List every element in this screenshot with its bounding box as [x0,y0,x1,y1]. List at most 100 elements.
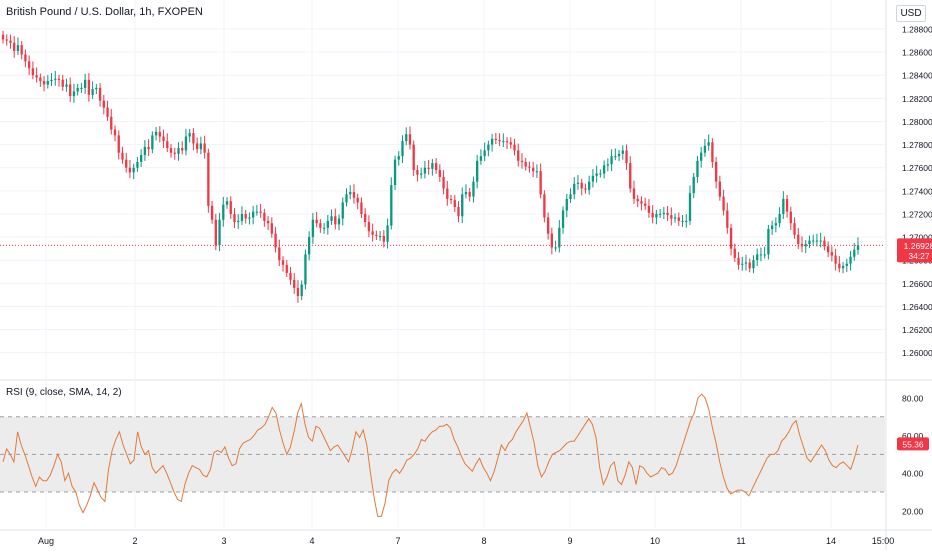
candle [188,128,191,143]
candle-body [617,153,621,157]
candle [285,259,288,277]
candle [352,184,356,204]
candle [121,146,124,164]
candle [464,184,468,199]
rsi-tick-label: 80.00 [902,394,924,404]
candle [293,273,296,294]
candle-body [756,254,759,261]
candle-body [13,42,16,51]
candle [289,267,292,285]
rsi-indicator-title[interactable]: RSI (9, close, SMA, 14, 2) [6,387,122,398]
candle [744,254,748,271]
candle [778,207,781,228]
candle-body [629,163,632,189]
candle-body [737,257,740,265]
time-tick-label: 15:00 [872,536,895,546]
candle [337,214,341,231]
candle-body [774,223,778,226]
candle-body [143,146,147,156]
candle [662,206,666,219]
candle [263,208,266,227]
candle [225,197,229,209]
candle-body [606,164,610,166]
candle-body [166,141,169,149]
candle-body [263,212,266,221]
candle [543,190,546,223]
candle-body [546,217,550,234]
candle-body [42,81,46,85]
time-axis: Aug 2 3 4 7 8 9 10 11 14 15:00 [38,536,894,546]
price-tick-label: 1.28400 [902,71,932,81]
candle [106,100,109,121]
candle-body [834,255,837,264]
time-tick-label: 3 [221,536,226,546]
candle-body [35,75,38,78]
candle [658,208,662,219]
candle-body [487,144,490,151]
candle [431,159,434,176]
candle [490,133,494,152]
candle [602,160,606,179]
candle-body [46,81,49,85]
candle-body [20,45,23,55]
candle [685,214,688,228]
candle [132,163,135,180]
candle [673,213,677,223]
candle-body [520,160,524,162]
candle-body [222,204,225,220]
candle [823,236,826,251]
candle [666,205,669,222]
candle-body [826,246,830,253]
candle [259,203,262,218]
candle [707,134,710,151]
candle-body [651,212,654,218]
candle [420,167,423,179]
candle-body [528,166,531,168]
candle [461,187,464,224]
candle-body [405,134,408,142]
candle-body [644,203,647,206]
candle-body [655,213,658,218]
candle-body [479,156,483,161]
candle [102,94,105,115]
candle-body [565,198,568,211]
last-price-countdown: 34:27 [908,251,930,261]
candle-body [319,223,322,228]
price-tick-label: 1.28200 [902,94,932,104]
currency-button[interactable]: USD [896,5,926,22]
candle-body [468,191,471,197]
candle-body [408,134,412,145]
candle-body [95,87,98,90]
candle [782,191,785,219]
candle-body [483,150,486,157]
candle-body [255,211,259,213]
candle-body [782,198,785,214]
candle [692,172,695,199]
candle [554,240,557,252]
candle-body [543,194,546,218]
candle-body [177,148,180,154]
candle-body [748,262,751,269]
candle [416,165,419,182]
candle-body [476,160,479,182]
candle-body [147,146,150,150]
candle [838,255,841,273]
candle [300,280,303,301]
candle [580,178,583,196]
candle [405,127,408,146]
candle-body [744,262,748,264]
candle-body [461,194,464,217]
candle-body [5,39,8,41]
candle [573,177,576,200]
candle [625,144,628,170]
candle [203,135,206,159]
candle-body [595,173,598,176]
candle [546,212,550,240]
candle [382,230,385,248]
candle [76,83,79,96]
candle-body [524,161,527,167]
candle [5,34,8,46]
candle [834,248,837,271]
candle [50,73,53,86]
